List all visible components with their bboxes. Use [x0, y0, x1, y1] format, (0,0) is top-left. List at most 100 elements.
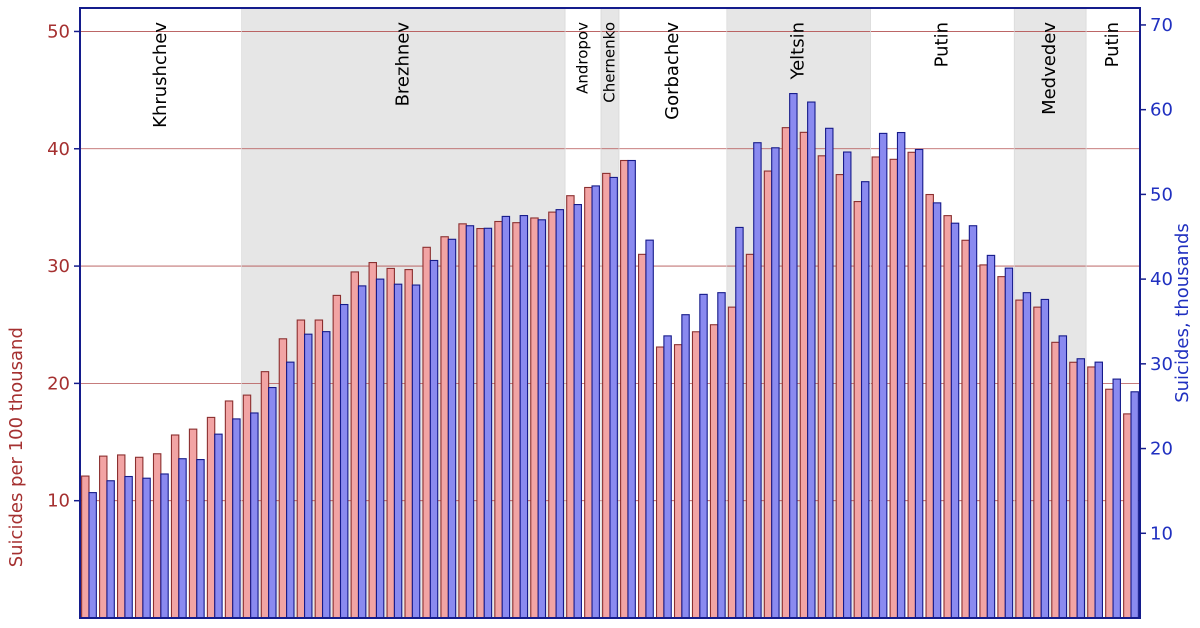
bar-rate	[908, 152, 915, 618]
bar-rate	[369, 263, 376, 618]
bar-rate	[657, 347, 664, 618]
bar-count	[197, 460, 204, 618]
bar-count	[556, 210, 563, 618]
bar-rate	[495, 222, 502, 619]
ytick-left: 50	[47, 21, 70, 42]
ytick-left: 40	[47, 139, 70, 160]
ytick-right: 30	[1150, 354, 1173, 375]
bar-count	[143, 478, 150, 618]
y-axis-right-label: Suicides, thousands	[1172, 223, 1193, 403]
bar-count	[323, 332, 330, 618]
bar-rate	[333, 295, 340, 618]
ytick-left: 10	[47, 491, 70, 512]
ytick-right: 60	[1150, 100, 1173, 121]
bar-count	[538, 220, 545, 618]
bar-rate	[225, 401, 232, 618]
bar-count	[448, 239, 455, 618]
bar-rate	[297, 320, 304, 618]
bar-rate	[351, 272, 358, 618]
era-label: Andropov	[574, 22, 592, 94]
bar-count	[897, 133, 904, 618]
bar-rate	[603, 173, 610, 618]
bar-count	[862, 182, 869, 618]
bar-count	[358, 286, 365, 618]
bar-count	[1041, 299, 1048, 618]
ytick-right: 40	[1150, 269, 1173, 290]
bar-rate	[82, 476, 89, 618]
bar-rate	[872, 157, 879, 618]
bar-rate	[531, 218, 538, 618]
bar-rate	[746, 254, 753, 618]
bar-rate	[926, 195, 933, 618]
bar-rate	[405, 270, 412, 618]
bar-count	[1059, 336, 1066, 618]
era-label: Yeltsin	[788, 22, 809, 81]
suicide-rate-chart: 1020304050Suicides per 100 thousand10203…	[0, 0, 1200, 628]
bar-count	[826, 128, 833, 618]
bar-count	[718, 293, 725, 618]
bar-count	[844, 152, 851, 618]
bar-count	[646, 240, 653, 618]
bar-rate	[1088, 367, 1095, 618]
bar-count	[790, 94, 797, 618]
bar-rate	[944, 216, 951, 618]
bar-rate	[423, 247, 430, 618]
y-axis-left-label: Suicides per 100 thousand	[6, 327, 27, 567]
bar-count	[754, 143, 761, 618]
bar-count	[161, 474, 168, 618]
bar-count	[89, 493, 96, 618]
bar-count	[610, 177, 617, 618]
bar-count	[341, 305, 348, 618]
bar-count	[933, 203, 940, 618]
bar-count	[1023, 293, 1030, 618]
bar-count	[107, 481, 114, 618]
ytick-left: 20	[47, 373, 70, 394]
bar-rate	[171, 435, 178, 618]
bar-rate	[441, 237, 448, 618]
bar-rate	[513, 223, 520, 618]
bar-rate	[243, 395, 250, 618]
bar-rate	[585, 187, 592, 618]
bar-rate	[207, 417, 214, 618]
era-label: Khrushchev	[150, 22, 171, 128]
era-label: Chernenko	[601, 22, 619, 103]
bar-rate	[674, 345, 681, 618]
bar-rate	[279, 339, 286, 618]
bar-count	[736, 227, 743, 618]
bar-count	[1095, 362, 1102, 618]
bar-count	[1077, 359, 1084, 618]
bar-count	[1131, 392, 1138, 618]
bar-count	[502, 216, 509, 618]
bar-count	[412, 285, 419, 618]
bar-rate	[1106, 389, 1113, 618]
bar-count	[951, 223, 958, 618]
bar-rate	[100, 456, 107, 618]
bar-rate	[153, 454, 160, 618]
ytick-right: 10	[1150, 523, 1173, 544]
bar-rate	[890, 159, 897, 618]
bar-rate	[639, 254, 646, 618]
bar-count	[915, 149, 922, 618]
bar-rate	[621, 161, 628, 619]
bar-count	[808, 102, 815, 618]
bar-rate	[567, 196, 574, 618]
bar-count	[394, 284, 401, 618]
bar-rate	[1052, 342, 1059, 618]
bar-count	[1005, 268, 1012, 618]
bar-rate	[118, 455, 125, 618]
bar-rate	[387, 268, 394, 618]
bar-count	[125, 477, 132, 618]
bar-rate	[854, 202, 861, 618]
bar-rate	[261, 372, 268, 618]
ytick-right: 70	[1150, 15, 1173, 36]
bar-rate	[1124, 414, 1131, 618]
bar-rate	[136, 457, 143, 618]
ytick-left: 30	[47, 256, 70, 277]
bar-rate	[818, 156, 825, 618]
bar-count	[305, 334, 312, 618]
bar-rate	[764, 171, 771, 618]
era-label: Gorbachev	[662, 22, 683, 120]
bar-rate	[998, 277, 1005, 618]
bar-rate	[315, 320, 322, 618]
era-label: Brezhnev	[392, 22, 413, 107]
